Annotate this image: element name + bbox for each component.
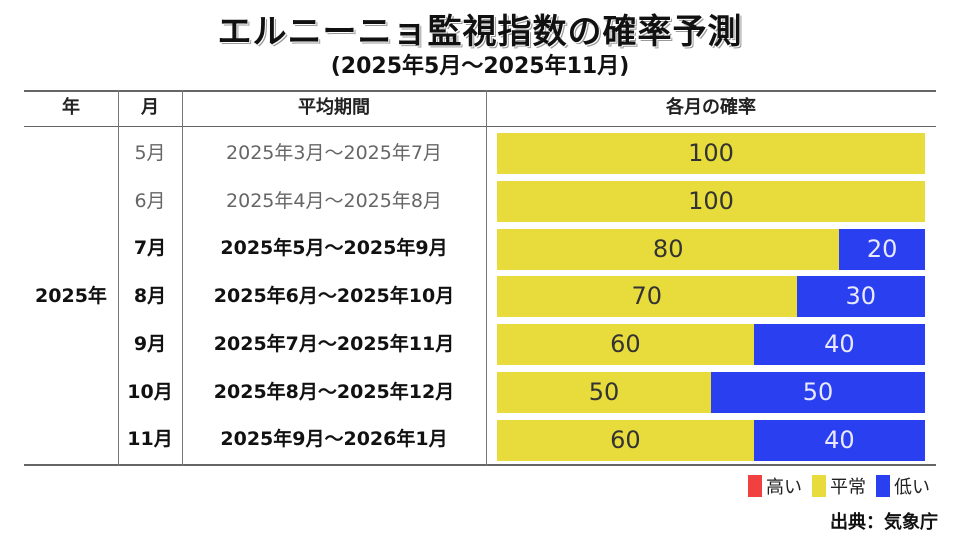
data-label: 70 [631,282,663,311]
bar-segment-low: 30 [796,276,925,318]
data-label: 50 [802,377,834,406]
probability-bar: 60 40 [497,419,925,461]
header-period: 平均期間 [298,97,370,118]
month-label: 11月 [127,428,173,451]
probability-bar: 100 [497,181,925,223]
month-label: 8月 [133,285,167,308]
month-label: 9月 [133,332,167,355]
table-bottom-border [24,464,936,466]
month-label: 6月 [134,189,166,212]
year-cell: 2025年 [35,285,107,307]
data-label: 40 [824,425,855,454]
bar-segment-normal: 100 [497,133,925,175]
bar-segment-low: 40 [753,419,925,461]
bar-segment-normal: 70 [497,276,797,318]
legend-swatch-low [876,475,890,497]
header-probability: 各月の確率 [666,97,756,118]
column-divider [486,90,487,466]
month-label: 5月 [134,142,166,164]
chart-subtitle: (2025年5月～2025年11月) [330,54,630,79]
bar-segment-normal: 60 [497,324,754,366]
bar-segment-normal: 100 [497,181,925,223]
forecast-table: 年 月 平均期間 各月の確率 2025年 5月 2025年3月～2025年7月 10… [24,90,936,466]
column-divider [118,90,119,466]
legend-swatch-high [748,475,762,497]
table-top-border [24,90,936,92]
data-label: 30 [845,282,877,311]
bar-segment-normal: 50 [497,371,711,413]
period-label: 2025年8月～2025年12月 [213,380,455,403]
month-label: 10月 [127,380,173,403]
legend-label: 低い [894,477,930,498]
period-label: 2025年7月～2025年11月 [213,332,455,355]
period-label: 2025年6月～2025年10月 [213,285,455,308]
month-label: 7月 [133,237,167,260]
bar-segment-low: 20 [839,228,925,270]
data-label: 20 [866,234,898,263]
data-label: 80 [652,234,684,263]
legend-label: 平常 [830,477,866,498]
bar-segment-normal: 80 [497,228,840,270]
period-label: 2025年5月～2025年9月 [220,237,448,260]
chart-title: エルニーニョ監視指数の確率予測 [217,12,743,52]
period-label: 2025年4月～2025年8月 [226,189,442,212]
header-month: 月 [141,97,159,118]
period-label: 2025年3月～2025年7月 [226,142,442,164]
probability-bar: 70 30 [497,276,925,318]
bar-segment-normal: 60 [497,419,754,461]
data-label: 60 [610,425,641,454]
legend-label: 高い [766,477,802,498]
probability-bar: 100 [497,133,925,175]
data-label: 100 [688,187,734,216]
bar-segment-low: 40 [753,324,925,366]
bar-segment-low: 50 [711,371,925,413]
legend-swatch-normal [812,475,826,497]
header-year: 年 [62,97,80,118]
data-label: 40 [824,330,855,359]
period-label: 2025年9月～2026年1月 [220,428,448,451]
data-label: 60 [610,330,641,359]
probability-bar: 60 40 [497,324,925,366]
probability-bar: 50 50 [497,371,925,413]
column-divider [182,90,183,466]
probability-bar: 80 20 [497,228,925,270]
source-note: 出典：気象庁 [830,512,938,533]
legend: 高い 平常 低い [738,473,930,499]
data-label: 100 [688,139,734,168]
data-label: 50 [588,377,620,406]
header-divider [24,126,936,127]
